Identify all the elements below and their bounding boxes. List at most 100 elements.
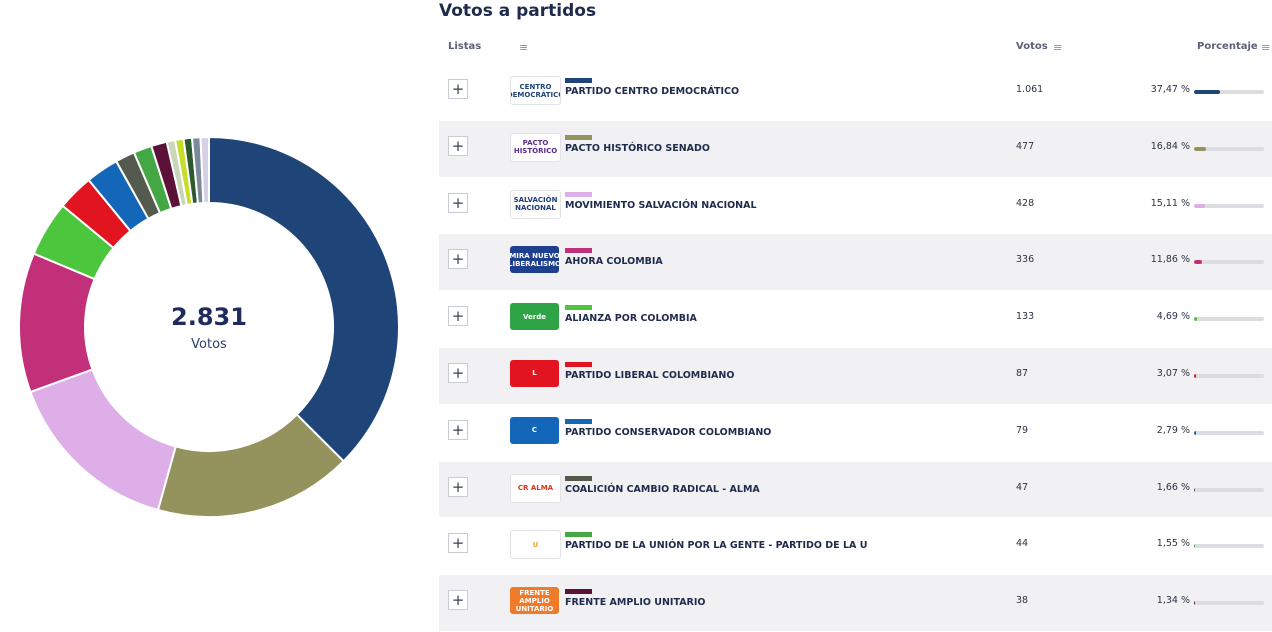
party-percentage: 37,47 % bbox=[1150, 84, 1190, 95]
party-color-swatch bbox=[565, 589, 592, 595]
donut-slice-minor[interactable] bbox=[199, 136, 210, 205]
percentage-bar bbox=[1194, 146, 1264, 151]
table-row: + C PARTIDO CONSERVADOR COLOMBIANO 79 2,79 % bbox=[439, 405, 1272, 462]
percentage-menu-icon[interactable]: ≡ bbox=[1261, 41, 1271, 54]
party-percentage: 3,07 % bbox=[1156, 367, 1190, 379]
percentage-bar-fill bbox=[1194, 544, 1196, 549]
party-votes: 87 bbox=[1016, 367, 1029, 379]
expand-row-button[interactable]: + bbox=[448, 362, 468, 383]
party-logo: U bbox=[510, 530, 561, 560]
party-votes: 47 bbox=[1016, 481, 1029, 493]
party-percentage: 1,34 % bbox=[1156, 595, 1190, 607]
percentage-bar bbox=[1194, 317, 1264, 322]
percentage-bar-fill bbox=[1194, 373, 1197, 378]
party-name: PACTO HISTÓRICO SENADO bbox=[565, 142, 710, 154]
party-name: PARTIDO LIBERAL COLOMBIANO bbox=[565, 369, 735, 381]
percentage-bar bbox=[1194, 487, 1264, 492]
party-name: PARTIDO CENTRO DEMOCRÁTICO bbox=[565, 86, 740, 97]
expand-row-button[interactable]: + bbox=[448, 249, 468, 270]
expand-row-button[interactable]: + bbox=[448, 79, 468, 99]
expand-row-button[interactable]: + bbox=[448, 306, 468, 327]
party-votes: 477 bbox=[1016, 140, 1035, 152]
percentage-bar-fill bbox=[1194, 90, 1221, 94]
party-name: PARTIDO DE LA UNIÓN POR LA GENTE - PARTI… bbox=[565, 540, 868, 552]
party-color-swatch bbox=[565, 78, 592, 83]
table-header: Listas ≡ Votos ≡ Porcentaje ≡ bbox=[439, 30, 1272, 64]
party-color-swatch bbox=[565, 191, 592, 197]
party-name: COALICIÓN CAMBIO RADICAL - ALMA bbox=[565, 483, 760, 495]
table-row: + L PARTIDO LIBERAL COLOMBIANO 87 3,07 % bbox=[439, 347, 1272, 405]
party-percentage: 1,55 % bbox=[1156, 538, 1190, 550]
votes-menu-icon[interactable]: ≡ bbox=[1053, 41, 1063, 54]
party-color-swatch bbox=[565, 305, 592, 311]
percentage-bar-fill bbox=[1194, 601, 1195, 606]
percentage-bar bbox=[1194, 601, 1264, 606]
table-row: + U PARTIDO DE LA UNIÓN POR LA GENTE - PAR… bbox=[439, 518, 1272, 576]
party-logo: MIRA NUEVO LIBERALISMO bbox=[510, 246, 559, 274]
table-row: + FRENTE AMPLIO UNITARIO FRENTE AMPLIO UNI… bbox=[439, 575, 1272, 632]
party-logo: SALVACIÓN NACIONAL bbox=[510, 189, 561, 219]
party-color-swatch bbox=[565, 248, 592, 254]
party-color-swatch bbox=[565, 134, 592, 140]
table-body: + CENTRO DEMOCRÁTICO PARTIDO CENTRO DEMOCR… bbox=[439, 64, 1272, 632]
header-lists[interactable]: Listas bbox=[448, 41, 482, 52]
expand-row-button[interactable]: + bbox=[448, 476, 468, 497]
table-row: + Verde ALIANZA POR COLOMBIA 133 4,69 % bbox=[439, 291, 1272, 348]
party-logo: FRENTE AMPLIO UNITARIO bbox=[510, 587, 559, 615]
party-logo: L bbox=[510, 359, 559, 387]
percentage-bar-fill bbox=[1194, 430, 1196, 435]
table-row: + CENTRO DEMOCRÁTICO PARTIDO CENTRO DEMOCR… bbox=[439, 64, 1272, 121]
expand-row-button[interactable]: + bbox=[448, 590, 468, 611]
party-percentage: 15,11 % bbox=[1150, 197, 1190, 209]
votes-donut-chart: 2.831 Votos bbox=[18, 136, 400, 518]
party-name: PARTIDO CONSERVADOR COLOMBIANO bbox=[565, 426, 772, 438]
party-logo: PACTO HISTÓRICO bbox=[510, 132, 561, 162]
expand-row-button[interactable]: + bbox=[448, 419, 468, 440]
party-logo: Verde bbox=[510, 303, 559, 331]
party-votes-table: Listas ≡ Votos ≡ Porcentaje ≡ + CENTRO DE… bbox=[439, 30, 1272, 632]
party-votes: 336 bbox=[1016, 254, 1035, 266]
party-name: MOVIMIENTO SALVACIÓN NACIONAL bbox=[565, 199, 757, 211]
party-logo: CENTRO DEMOCRÁTICO bbox=[510, 76, 561, 105]
party-votes: 44 bbox=[1016, 538, 1029, 550]
percentage-bar-fill bbox=[1194, 146, 1206, 151]
party-logo: C bbox=[510, 416, 559, 444]
party-percentage: 11,86 % bbox=[1150, 254, 1190, 266]
expand-row-button[interactable]: + bbox=[448, 135, 468, 156]
party-votes: 1.061 bbox=[1016, 84, 1044, 95]
party-name: AHORA COLOMBIA bbox=[565, 256, 663, 268]
percentage-bar-fill bbox=[1194, 317, 1198, 322]
section-title: Votos a partidos bbox=[439, 1, 597, 21]
percentage-bar-fill bbox=[1194, 487, 1196, 492]
party-percentage: 1,66 % bbox=[1156, 481, 1190, 493]
percentage-bar bbox=[1194, 90, 1264, 94]
header-percentage[interactable]: Porcentaje bbox=[1197, 41, 1258, 52]
donut-slice[interactable] bbox=[29, 368, 177, 512]
party-logo: CR ALMA bbox=[510, 473, 561, 503]
percentage-bar-fill bbox=[1194, 260, 1203, 265]
table-row: + SALVACIÓN NACIONAL MOVIMIENTO SALVACIÓN … bbox=[439, 178, 1272, 235]
party-name: ALIANZA POR COLOMBIA bbox=[565, 313, 697, 325]
table-row: + PACTO HISTÓRICO PACTO HISTÓRICO SENADO 47… bbox=[439, 120, 1272, 178]
party-percentage: 16,84 % bbox=[1150, 140, 1190, 152]
party-color-swatch bbox=[565, 361, 592, 367]
party-color-swatch bbox=[565, 475, 592, 481]
party-color-swatch bbox=[565, 418, 592, 424]
party-votes: 428 bbox=[1016, 197, 1035, 209]
party-votes: 133 bbox=[1016, 311, 1035, 323]
percentage-bar bbox=[1194, 373, 1264, 378]
table-row: + CR ALMA COALICIÓN CAMBIO RADICAL - ALMA 4… bbox=[439, 461, 1272, 519]
party-votes: 79 bbox=[1016, 424, 1029, 436]
header-votes[interactable]: Votos bbox=[1016, 41, 1048, 52]
party-percentage: 2,79 % bbox=[1156, 424, 1190, 436]
party-percentage: 4,69 % bbox=[1156, 311, 1190, 323]
donut-slice[interactable] bbox=[208, 136, 400, 463]
expand-row-button[interactable]: + bbox=[448, 192, 468, 213]
party-name: FRENTE AMPLIO UNITARIO bbox=[565, 597, 706, 609]
percentage-bar bbox=[1194, 430, 1264, 435]
party-color-swatch bbox=[565, 532, 592, 538]
table-row: + MIRA NUEVO LIBERALISMO AHORA COLOMBIA 336… bbox=[439, 234, 1272, 292]
column-menu-icon[interactable]: ≡ bbox=[519, 41, 529, 54]
percentage-bar bbox=[1194, 544, 1264, 549]
expand-row-button[interactable]: + bbox=[448, 533, 468, 554]
